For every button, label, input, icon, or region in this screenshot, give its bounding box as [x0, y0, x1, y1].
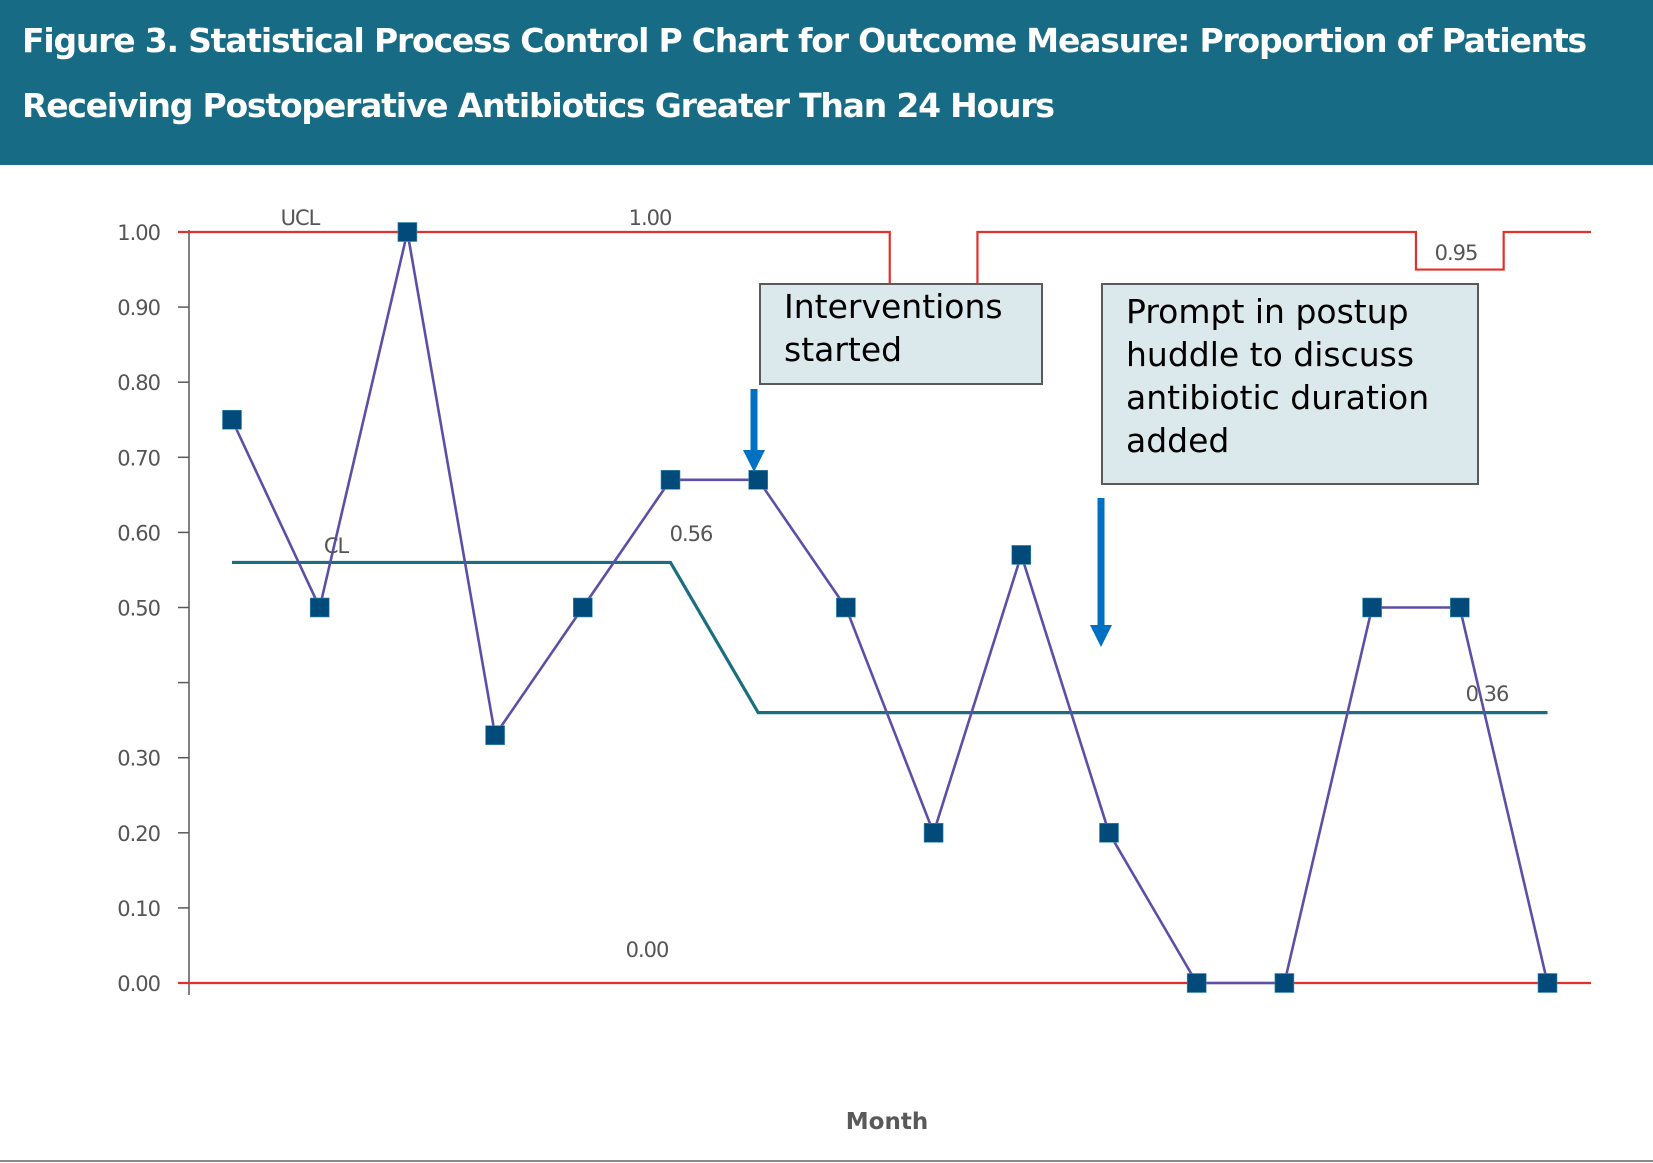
y-axis: 0.00 0.10 0.20 0.30 0.50 0.60 0.70 0.80 0.90 1.00 — [117, 221, 190, 996]
data-point-marker — [748, 470, 769, 490]
annotation-arrows — [743, 389, 1112, 647]
y-tick-label: 0.60 — [117, 521, 160, 545]
y-tick-label: 1.00 — [117, 221, 160, 245]
data-point-marker — [397, 222, 418, 242]
y-tick-label: 0.30 — [117, 747, 160, 771]
y-tick-label: 0.70 — [117, 446, 160, 470]
cl-value-label: 0.56 — [670, 522, 713, 546]
data-point-marker — [1362, 597, 1382, 618]
data-series — [222, 222, 1558, 993]
data-point-marker — [1099, 822, 1119, 843]
y-tick-label: 0.20 — [117, 822, 160, 846]
proportion-line — [230, 231, 1549, 985]
data-point-marker — [222, 409, 242, 430]
cl-label: CL — [324, 534, 350, 558]
x-axis-title: Month — [846, 1109, 928, 1135]
lcl-value-label: 0.00 — [626, 938, 669, 962]
y-tick-label: 0.00 — [117, 972, 160, 996]
data-point-marker — [485, 725, 505, 745]
data-point-marker — [1011, 545, 1032, 565]
y-tick-label: 0.10 — [117, 897, 160, 921]
data-point-marker — [1537, 973, 1558, 993]
bottom-divider — [0, 1160, 1653, 1162]
ucl-value-label-2: 0.95 — [1435, 241, 1478, 265]
figure-title: Figure 3. Statistical Process Control P … — [22, 21, 1587, 125]
annotation-line: added — [1126, 421, 1230, 460]
data-point-marker — [572, 597, 593, 618]
arrow-down-icon-head — [1090, 625, 1112, 647]
data-point-marker — [1450, 597, 1470, 618]
annotation-line: Interventions — [784, 287, 1003, 326]
ucl-label: UCL — [281, 206, 321, 230]
y-tick-label: 0.50 — [117, 597, 160, 621]
cl-line — [232, 560, 1548, 715]
annotation-interventions-started: Interventions started — [759, 283, 1043, 385]
y-tick-label: 0.90 — [117, 296, 160, 320]
annotation-line: antibiotic duration — [1126, 378, 1430, 417]
line-labels: UCL 1.00 0.95 CL 0.56 0.36 0.00 — [281, 206, 1510, 962]
data-point-marker — [1274, 973, 1295, 993]
center-line — [232, 560, 1548, 715]
y-tick-label: 0.80 — [117, 371, 160, 395]
data-point-marker — [836, 597, 856, 618]
data-point-marker — [1186, 973, 1207, 993]
annotation-line: Prompt in postup — [1126, 292, 1409, 331]
data-point-marker — [923, 822, 944, 843]
data-point-marker — [309, 597, 330, 618]
annotation-huddle-prompt: Prompt in postup huddle to discuss antib… — [1101, 283, 1479, 485]
cl-value-label-2: 0.36 — [1466, 682, 1509, 706]
figure-header: Figure 3. Statistical Process Control P … — [0, 0, 1653, 165]
annotation-line: huddle to discuss — [1126, 335, 1415, 374]
annotation-line: started — [784, 330, 903, 369]
data-point-marker — [660, 470, 681, 490]
arrow-down-icon-head — [743, 450, 765, 472]
ucl-value-label: 1.00 — [629, 206, 672, 230]
